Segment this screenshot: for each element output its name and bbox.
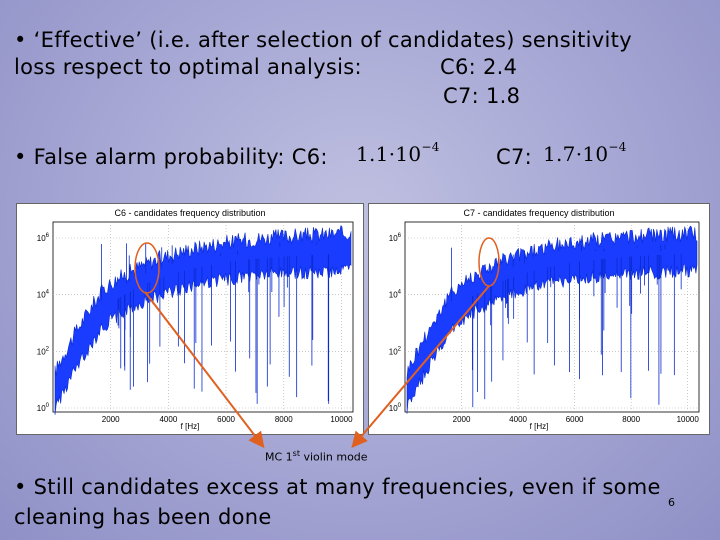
plot-xlabel: f [Hz]: [180, 422, 200, 431]
x-tick-label: 6000: [217, 415, 235, 424]
bullet3-line2: cleaning has been done: [14, 505, 272, 529]
y-tick-label: 100: [37, 403, 50, 413]
y-tick-label: 100: [389, 403, 402, 413]
bullet1-line1: • ‘Effective’ (i.e. after selection of c…: [14, 28, 632, 52]
annotation-superscript: st: [292, 449, 300, 458]
c6-frequency-distribution-plot: 106 104 102 100 2000 4000 6000 8000 10000 C6 - c…: [16, 203, 364, 435]
c7-prob-mantissa: 1.7·10: [543, 142, 609, 166]
x-tick-label: 8000: [275, 415, 293, 424]
annotation-rest: violin mode: [299, 450, 368, 464]
bullet2-false-alarm-label: • False alarm probability: C6:: [14, 145, 328, 169]
plot-title: C7 - candidates frequency distribution: [463, 208, 615, 218]
y-tick-label: 102: [389, 346, 402, 356]
c7-prob-exponent: −4: [608, 140, 627, 155]
plot-title: C6 - candidates frequency distribution: [114, 208, 266, 218]
c6-prob-exponent: −4: [421, 140, 440, 155]
bullet1-line2: loss respect to optimal analysis:: [14, 55, 362, 79]
x-tick-label: 2000: [102, 415, 120, 424]
c7-probability: 1.7·10−4: [543, 140, 627, 166]
x-tick-label: 2000: [453, 415, 471, 424]
c6-prob-mantissa: 1.1·10: [356, 142, 422, 166]
c7-violin-mode-circle: [478, 237, 500, 287]
y-tick-label: 106: [37, 233, 50, 243]
spectrum-band: [54, 225, 352, 415]
c7-arrow: [351, 285, 490, 449]
y-tick-label: 106: [389, 233, 402, 243]
x-tick-label: 10000: [330, 415, 353, 424]
plot-canvas: 106 104 102 100 2000 4000 6000 8000 10000: [37, 221, 354, 424]
x-tick-label: 10000: [677, 415, 700, 424]
c6-violin-mode-circle: [134, 242, 160, 294]
c6-probability: 1.1·10−4: [356, 140, 440, 166]
c7-loss-value: C7: 1.8: [443, 84, 521, 108]
c6-arrow: [144, 291, 265, 449]
violin-mode-annotation: MC 1st violin mode: [265, 449, 368, 464]
y-tick-label: 104: [389, 290, 402, 300]
c6-loss-value: C6: 2.4: [440, 55, 518, 79]
bullet3-line1: • Still candidates excess at many freque…: [14, 475, 661, 499]
x-tick-label: 4000: [159, 415, 177, 424]
y-tick-label: 102: [37, 346, 50, 356]
x-tick-label: 6000: [566, 415, 584, 424]
plot-canvas: 106 104 102 100 2000 4000 6000 8000 10000: [389, 221, 700, 424]
c7-probability-label: C7:: [496, 145, 532, 169]
c7-frequency-distribution-plot: 106 104 102 100 2000 4000 6000 8000 10000 C7 - c…: [368, 203, 710, 435]
slide-number: 6: [668, 496, 675, 509]
plot-xlabel: f [Hz]: [529, 422, 549, 431]
x-tick-label: 4000: [509, 415, 527, 424]
x-tick-label: 8000: [622, 415, 640, 424]
y-tick-label: 104: [37, 290, 50, 300]
annotation-base: MC 1: [265, 450, 293, 464]
